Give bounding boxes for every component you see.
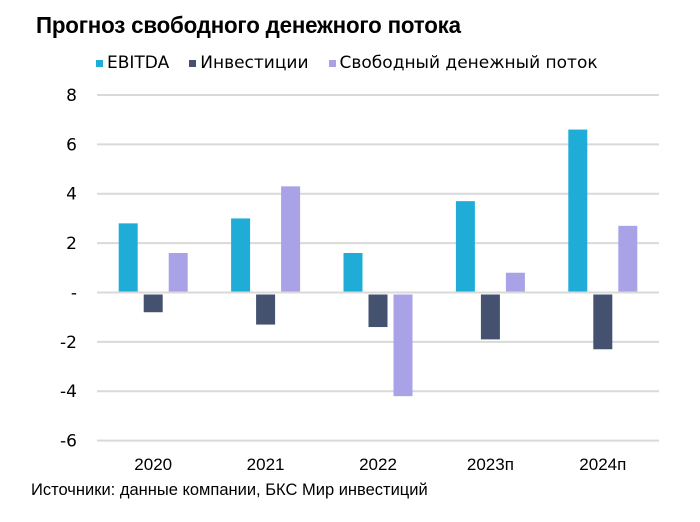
y-tick-label: 8	[66, 86, 77, 106]
legend-item-fcf: Свободный денежный поток	[328, 53, 598, 73]
bar-ebitda-2021	[231, 218, 251, 292]
legend-swatch-fcf	[328, 59, 336, 67]
bar-свободный-денежный-поток-2024п	[618, 225, 638, 292]
x-axis-labels: 2020 2021 2022 2023п 2024п	[134, 455, 626, 474]
chart-title: Прогноз свободного денежного потока	[36, 12, 461, 38]
legend-label-ebitda: EBITDA	[107, 53, 170, 73]
legend-item-ebitda: EBITDA	[96, 53, 169, 73]
y-tick-label: -6	[60, 432, 77, 452]
bar-свободный-денежный-поток-2020	[168, 252, 188, 292]
y-tick-label: -2	[60, 333, 77, 353]
y-tick-label: -4	[60, 382, 77, 402]
bars	[118, 129, 638, 397]
x-tick-label: 2024п	[579, 455, 626, 474]
bar-инвестиции-2020	[143, 294, 163, 313]
legend-label-fcf: Свободный денежный поток	[339, 53, 598, 73]
bar-ebitda-2022	[343, 252, 363, 292]
y-axis-ticks: 8 6 4 2 - -2 -4 -6	[60, 86, 77, 452]
bar-инвестиции-2021	[256, 294, 276, 325]
bar-инвестиции-2024п	[593, 294, 613, 350]
y-tick-label: 6	[66, 135, 77, 155]
y-tick-label: 4	[66, 185, 77, 205]
x-tick-label: 2021	[247, 455, 285, 474]
bar-свободный-денежный-поток-2022	[393, 294, 413, 397]
gridlines	[97, 94, 659, 442]
bar-ebitda-2024п	[568, 129, 588, 292]
y-tick-label: -	[71, 283, 77, 303]
x-tick-label: 2022	[359, 455, 397, 474]
chart-legend: EBITDA Инвестиции Свободный денежный пот…	[96, 53, 618, 73]
bar-инвестиции-2022	[368, 294, 388, 328]
legend-label-investments: Инвестиции	[200, 53, 309, 73]
y-tick-label: 2	[66, 234, 77, 254]
legend-swatch-ebitda	[96, 59, 103, 67]
bar-ebitda-2020	[118, 223, 138, 292]
source-note: Источники: данные компании, БКС Мир инве…	[31, 481, 428, 499]
bar-инвестиции-2023п	[480, 294, 500, 340]
bar-свободный-денежный-поток-2021	[281, 186, 301, 292]
bar-свободный-денежный-поток-2023п	[505, 272, 525, 292]
legend-swatch-investments	[189, 59, 197, 67]
bar-ebitda-2023п	[455, 201, 475, 292]
x-tick-label: 2023п	[467, 455, 514, 474]
x-tick-label: 2020	[134, 455, 172, 474]
legend-item-investments: Инвестиции	[189, 53, 309, 73]
